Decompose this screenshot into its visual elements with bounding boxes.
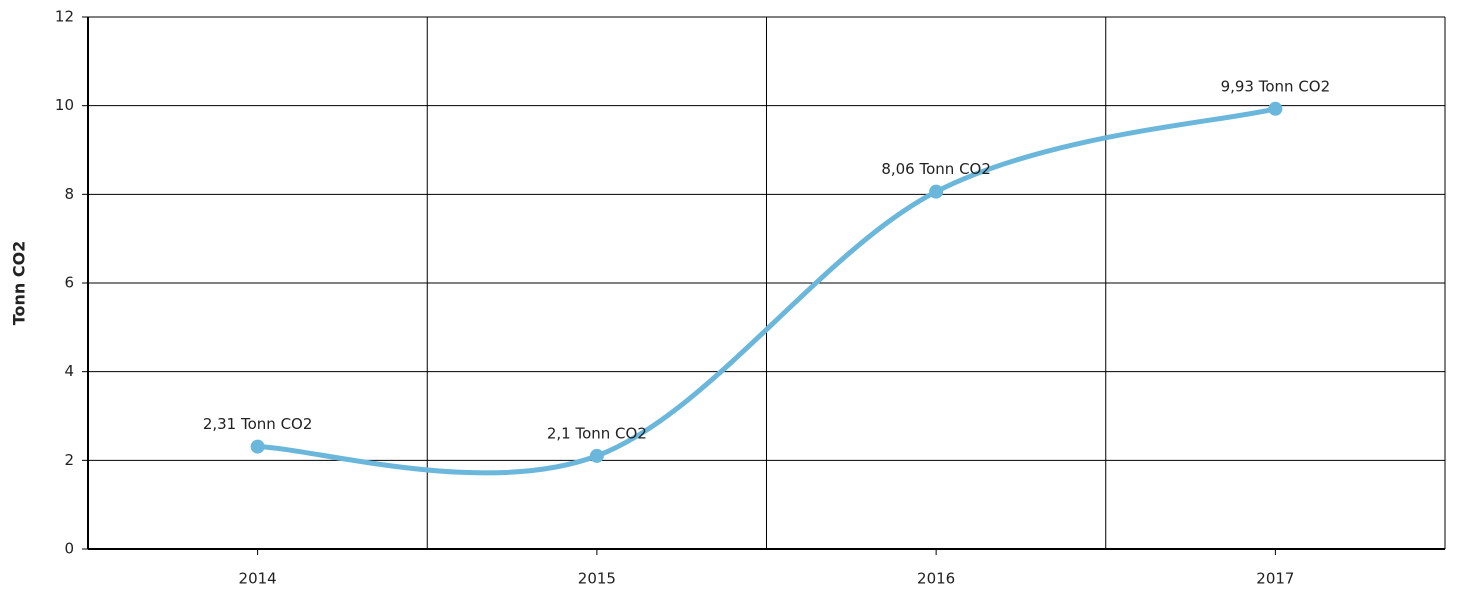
point: [250, 439, 265, 454]
data-label: 2,1 Tonn CO2: [547, 424, 647, 442]
x-tick-label: 2017: [1256, 570, 1294, 588]
y-tick-label: 6: [64, 274, 74, 292]
y-tick-label: 12: [55, 8, 74, 26]
data-label: 2,31 Tonn CO2: [203, 415, 313, 433]
data-label: 8,06 Tonn CO2: [881, 160, 991, 178]
line: [255, 106, 1278, 476]
y-tick-label: 10: [55, 96, 74, 114]
data-label: 9,93 Tonn CO2: [1221, 77, 1331, 95]
point: [929, 184, 944, 199]
point: [1268, 101, 1283, 116]
y-tick-label: 8: [64, 185, 74, 203]
x-tick-label: 2016: [917, 570, 955, 588]
y-axis-title: Tonn CO2: [10, 241, 29, 326]
y-tick-label: 0: [64, 540, 74, 558]
y-tick-label: 2: [64, 451, 74, 469]
y-tick-label: 4: [64, 362, 74, 380]
point: [589, 448, 604, 463]
x-tick-label: 2014: [239, 570, 277, 588]
x-tick-label: 2015: [578, 570, 616, 588]
